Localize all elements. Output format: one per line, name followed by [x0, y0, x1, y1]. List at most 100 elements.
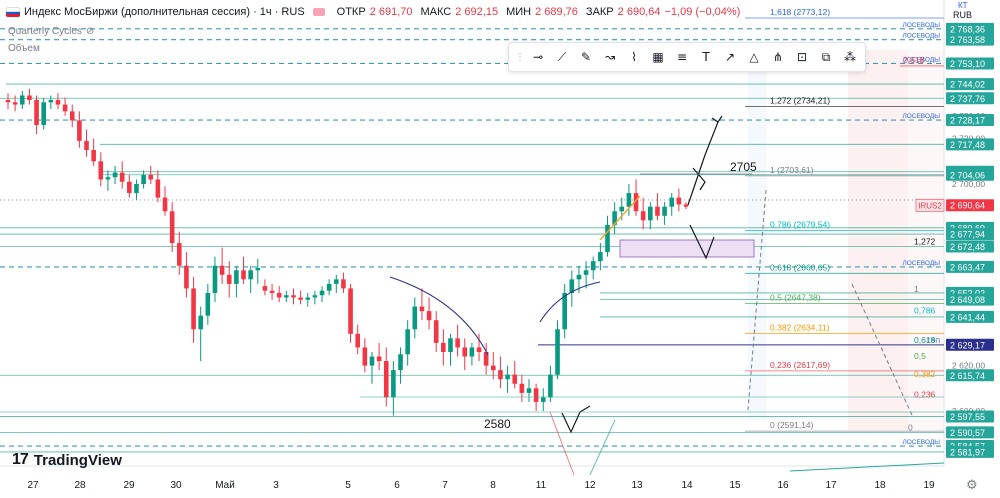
- candle-body: [483, 351, 489, 366]
- candle-body: [319, 290, 325, 296]
- price-badge: [946, 369, 994, 382]
- close-label: ЗАКР: [585, 6, 614, 18]
- table-icon[interactable]: ▦: [652, 50, 664, 64]
- time-tick: 17: [825, 480, 837, 491]
- arrow-icon[interactable]: ↗: [724, 50, 736, 64]
- price-badge-label: 2 677,94: [950, 230, 985, 240]
- level-tag: ЛОСЕВОДЫ: [902, 33, 940, 40]
- candles: [5, 88, 689, 416]
- time-tick: 11: [536, 480, 547, 491]
- candle-body: [105, 177, 111, 180]
- currency-label[interactable]: RUB: [953, 10, 973, 20]
- grip-icon[interactable]: ⋮: [515, 51, 525, 63]
- candle-body: [569, 279, 575, 293]
- candle-body: [12, 102, 18, 105]
- corner-badge: КТ: [958, 1, 968, 10]
- candle-body: [262, 286, 268, 291]
- price-badge-label: 2 690,64: [950, 201, 985, 211]
- candle-body: [598, 252, 603, 262]
- time-tick: 6: [394, 480, 400, 491]
- trend-line-icon[interactable]: ⟋: [557, 49, 567, 64]
- candle-body: [341, 279, 346, 289]
- candle-body: [162, 197, 168, 212]
- fib-label: 0,382 (2634,11): [770, 323, 830, 333]
- open-value: 2 691,70: [369, 6, 413, 18]
- fib-value: ): [827, 95, 830, 105]
- horizontal-line-icon[interactable]: ⊸: [532, 50, 544, 64]
- time-tick: 30: [170, 480, 182, 491]
- candle-body: [241, 270, 246, 280]
- projection-zig: [692, 167, 706, 191]
- fib-value: ): [827, 323, 830, 333]
- tradingview-logo[interactable]: 17 TradingView: [12, 451, 122, 469]
- candle-body: [333, 279, 339, 284]
- price-tick: 2 620,00: [952, 361, 985, 371]
- indicator-volume[interactable]: Объем: [8, 43, 40, 54]
- price-badge: [946, 338, 994, 351]
- eye-hidden-icon[interactable]: ⊘: [85, 26, 95, 37]
- pattern-icon[interactable]: ⧉: [821, 49, 831, 64]
- candle-body: [205, 292, 211, 316]
- fib-value: 2660,65: [796, 262, 827, 272]
- fib-value: 2634,11: [796, 323, 826, 333]
- fib-ratio: 1,272: [770, 95, 792, 105]
- time-tick: 19: [923, 480, 935, 491]
- candle-body: [505, 374, 510, 380]
- fib-value: 2703,61: [780, 165, 811, 175]
- fib-ratio: 0,5: [770, 292, 782, 302]
- nodes-icon[interactable]: ⁂: [844, 50, 856, 64]
- indicator-label: Объем: [8, 43, 40, 54]
- price-badge: [946, 33, 994, 46]
- fib-ratio: 1: [770, 165, 775, 175]
- candle-body: [98, 161, 104, 180]
- price-badge-label: 2 744,02: [950, 80, 985, 90]
- candle-body: [583, 270, 589, 275]
- fib-label: 1,618 (2773,12): [770, 7, 830, 17]
- candle-body: [612, 211, 617, 225]
- zigzag-icon[interactable]: ⌇: [631, 50, 637, 64]
- time-tick: 14: [681, 480, 693, 491]
- candle-body: [305, 297, 311, 300]
- candle-body: [134, 184, 139, 194]
- russia-flag-icon: [6, 7, 20, 17]
- price-badge-label: 2 581,97: [950, 447, 985, 457]
- candle-body: [184, 265, 189, 289]
- horizontal-levels: ЛОСЕВОДЫ ЛОСЕВОДЫ ЛОСЕВОДЫ ЛОСЕВОДЫ ЛОСЕВОДЫ…: [0, 22, 944, 453]
- pitchfork-icon[interactable]: ⋔: [772, 50, 784, 64]
- fib-value: ): [827, 219, 830, 229]
- symbol-header[interactable]: Индекс МосБиржи (дополнительная сессия) …: [6, 6, 740, 18]
- trend-line-bottom: [789, 462, 945, 472]
- fib-value: ): [818, 292, 821, 302]
- candle-body: [219, 265, 225, 275]
- path-icon[interactable]: ↝: [604, 50, 616, 64]
- indicator-quarterly-cycles[interactable]: Quarterly Cycles ⊘: [8, 26, 94, 37]
- level-tag: ЛОСЕВОДЫ: [902, 22, 940, 29]
- price-badge-label: 2 768,36: [950, 24, 985, 34]
- candle-body: [412, 306, 418, 330]
- fib-value: 2647,38: [787, 292, 818, 302]
- brush-icon[interactable]: ✎: [580, 50, 592, 64]
- candle-body: [226, 274, 232, 284]
- fib-value: (: [791, 262, 796, 272]
- level-tag: ЛОСЕВОДЫ: [902, 260, 940, 267]
- measure-icon[interactable]: ⊡: [796, 50, 808, 64]
- price-badge-label: 2 763,58: [950, 35, 985, 45]
- candle-body: [112, 172, 118, 178]
- price-badge-label: 2 728,17: [950, 116, 985, 126]
- gear-icon[interactable]: ⚙: [966, 478, 978, 493]
- fib-icon[interactable]: ≡: [676, 50, 688, 64]
- candle-body: [376, 356, 382, 362]
- text-icon[interactable]: T: [702, 50, 710, 64]
- candle-body: [212, 265, 218, 293]
- candle-body: [640, 211, 646, 221]
- change-value: −1,09 (−0,04%): [664, 6, 741, 18]
- triangle-icon[interactable]: △: [749, 50, 759, 64]
- candle-body: [84, 140, 89, 150]
- fib-value: (: [775, 420, 780, 430]
- fib-secondary-label: 1,272: [914, 236, 936, 246]
- time-tick: 13: [631, 480, 643, 491]
- arc-drawing: [539, 281, 601, 323]
- candle-body: [683, 204, 689, 207]
- fib-value: (: [791, 219, 796, 229]
